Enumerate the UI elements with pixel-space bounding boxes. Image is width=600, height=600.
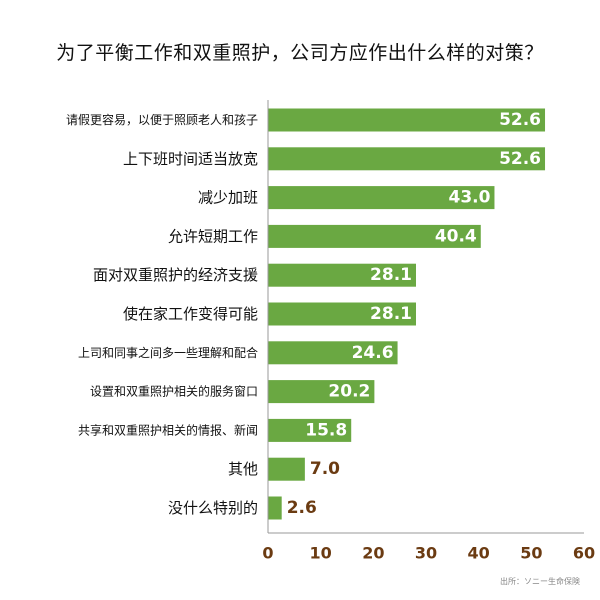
bar <box>268 302 416 326</box>
chart-title: 为了平衡工作和双重照护，公司方应作出什么样的对策？ <box>56 42 544 64</box>
x-tick-label: 0 <box>262 544 273 563</box>
data-label: 43.0 <box>449 188 491 208</box>
data-label: 15.8 <box>305 420 347 440</box>
category-label: 允许短期工作 <box>168 227 258 245</box>
bar <box>268 147 546 171</box>
bar <box>268 341 398 365</box>
category-label: 共享和双重照护相关的情报、新闻 <box>78 422 258 437</box>
bar <box>268 380 375 404</box>
category-label: 使在家工作变得可能 <box>123 305 258 323</box>
source-note: 出所：ソニー生命保険 <box>500 577 580 586</box>
data-label: 2.6 <box>287 498 317 518</box>
category-label: 上司和同事之间多一些理解和配合 <box>78 345 258 360</box>
bar <box>268 263 416 287</box>
bar <box>268 186 495 210</box>
category-label: 减少加班 <box>198 189 258 207</box>
data-label: 52.6 <box>499 110 541 130</box>
bar <box>268 224 481 248</box>
data-label: 40.4 <box>435 226 477 246</box>
data-label: 20.2 <box>328 382 370 402</box>
category-label: 设置和双重照护相关的服务窗口 <box>90 384 258 399</box>
x-tick-label: 20 <box>362 544 384 563</box>
bar <box>268 108 546 132</box>
x-tick-label: 60 <box>573 544 595 563</box>
x-tick-label: 50 <box>520 544 542 563</box>
x-tick-label: 10 <box>310 544 332 563</box>
data-label: 28.1 <box>370 265 412 285</box>
category-label: 没什么特别的 <box>168 499 258 517</box>
x-tick-label: 40 <box>468 544 490 563</box>
category-label: 其他 <box>228 460 258 478</box>
x-tick-label: 30 <box>415 544 437 563</box>
bar <box>268 457 305 481</box>
category-label: 上下班时间适当放宽 <box>123 150 258 168</box>
data-label: 24.6 <box>352 343 394 363</box>
category-label: 请假更容易，以便于照顾老人和孩子 <box>66 112 258 127</box>
data-label: 28.1 <box>370 304 412 324</box>
category-label: 面对双重照护的经济支援 <box>93 266 258 284</box>
data-label: 7.0 <box>310 459 340 479</box>
bar <box>268 418 352 442</box>
bar <box>268 496 282 520</box>
data-label: 52.6 <box>499 149 541 169</box>
